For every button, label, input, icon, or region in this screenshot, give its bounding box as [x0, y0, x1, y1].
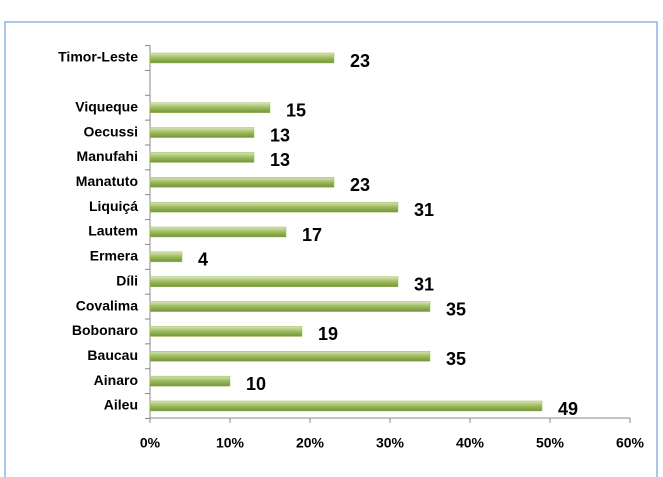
data-label: 13 — [270, 150, 290, 170]
data-label: 31 — [414, 200, 434, 220]
bar — [149, 52, 335, 64]
data-label: 17 — [302, 225, 322, 245]
y-tick-label: Lautem — [88, 223, 138, 239]
y-tick-label: Oecussi — [84, 123, 138, 139]
data-label: 31 — [414, 274, 434, 294]
x-tick-label: 0% — [140, 435, 161, 451]
bar — [149, 326, 303, 337]
x-tick-label: 40% — [456, 435, 485, 451]
bar — [149, 375, 231, 387]
x-tick-label: 60% — [616, 435, 645, 451]
bar — [149, 400, 543, 412]
y-tick-label: Aileu — [104, 397, 138, 413]
y-tick-label: Viqueque — [75, 98, 138, 114]
y-tick-label: Covalima — [76, 297, 138, 313]
chart-frame — [4, 21, 658, 477]
bar — [149, 177, 335, 188]
y-tick-label: Baucau — [87, 347, 138, 363]
bar — [149, 301, 431, 312]
x-tick-label: 20% — [296, 435, 325, 451]
x-tick-label: 10% — [216, 435, 245, 451]
y-tick-label: Liquiçá — [89, 198, 138, 214]
x-tick-label: 50% — [536, 435, 565, 451]
bar — [149, 226, 287, 238]
bar — [149, 201, 399, 213]
y-tick-label: Timor-Leste — [58, 49, 138, 65]
x-tick-label: 30% — [376, 435, 405, 451]
data-label: 4 — [198, 250, 208, 270]
y-tick-label: Manufahi — [77, 148, 138, 164]
bar — [149, 152, 255, 163]
y-tick-label: Bobonaro — [72, 322, 138, 338]
y-tick-label: Manatuto — [76, 173, 138, 189]
y-tick-label: Ainaro — [94, 372, 138, 388]
data-label: 15 — [286, 100, 306, 120]
data-label: 10 — [246, 374, 266, 394]
bar — [149, 127, 255, 138]
bar — [149, 351, 431, 362]
data-label: 23 — [350, 51, 370, 71]
data-label: 35 — [446, 349, 466, 369]
bar — [149, 102, 271, 113]
bar — [149, 276, 399, 287]
data-label: 35 — [446, 299, 466, 319]
bar — [149, 251, 183, 263]
data-label: 13 — [270, 125, 290, 145]
data-label: 49 — [558, 399, 578, 419]
y-tick-label: Díli — [116, 272, 138, 288]
data-label: 23 — [350, 175, 370, 195]
data-label: 19 — [318, 324, 338, 344]
y-tick-label: Ermera — [90, 248, 138, 264]
